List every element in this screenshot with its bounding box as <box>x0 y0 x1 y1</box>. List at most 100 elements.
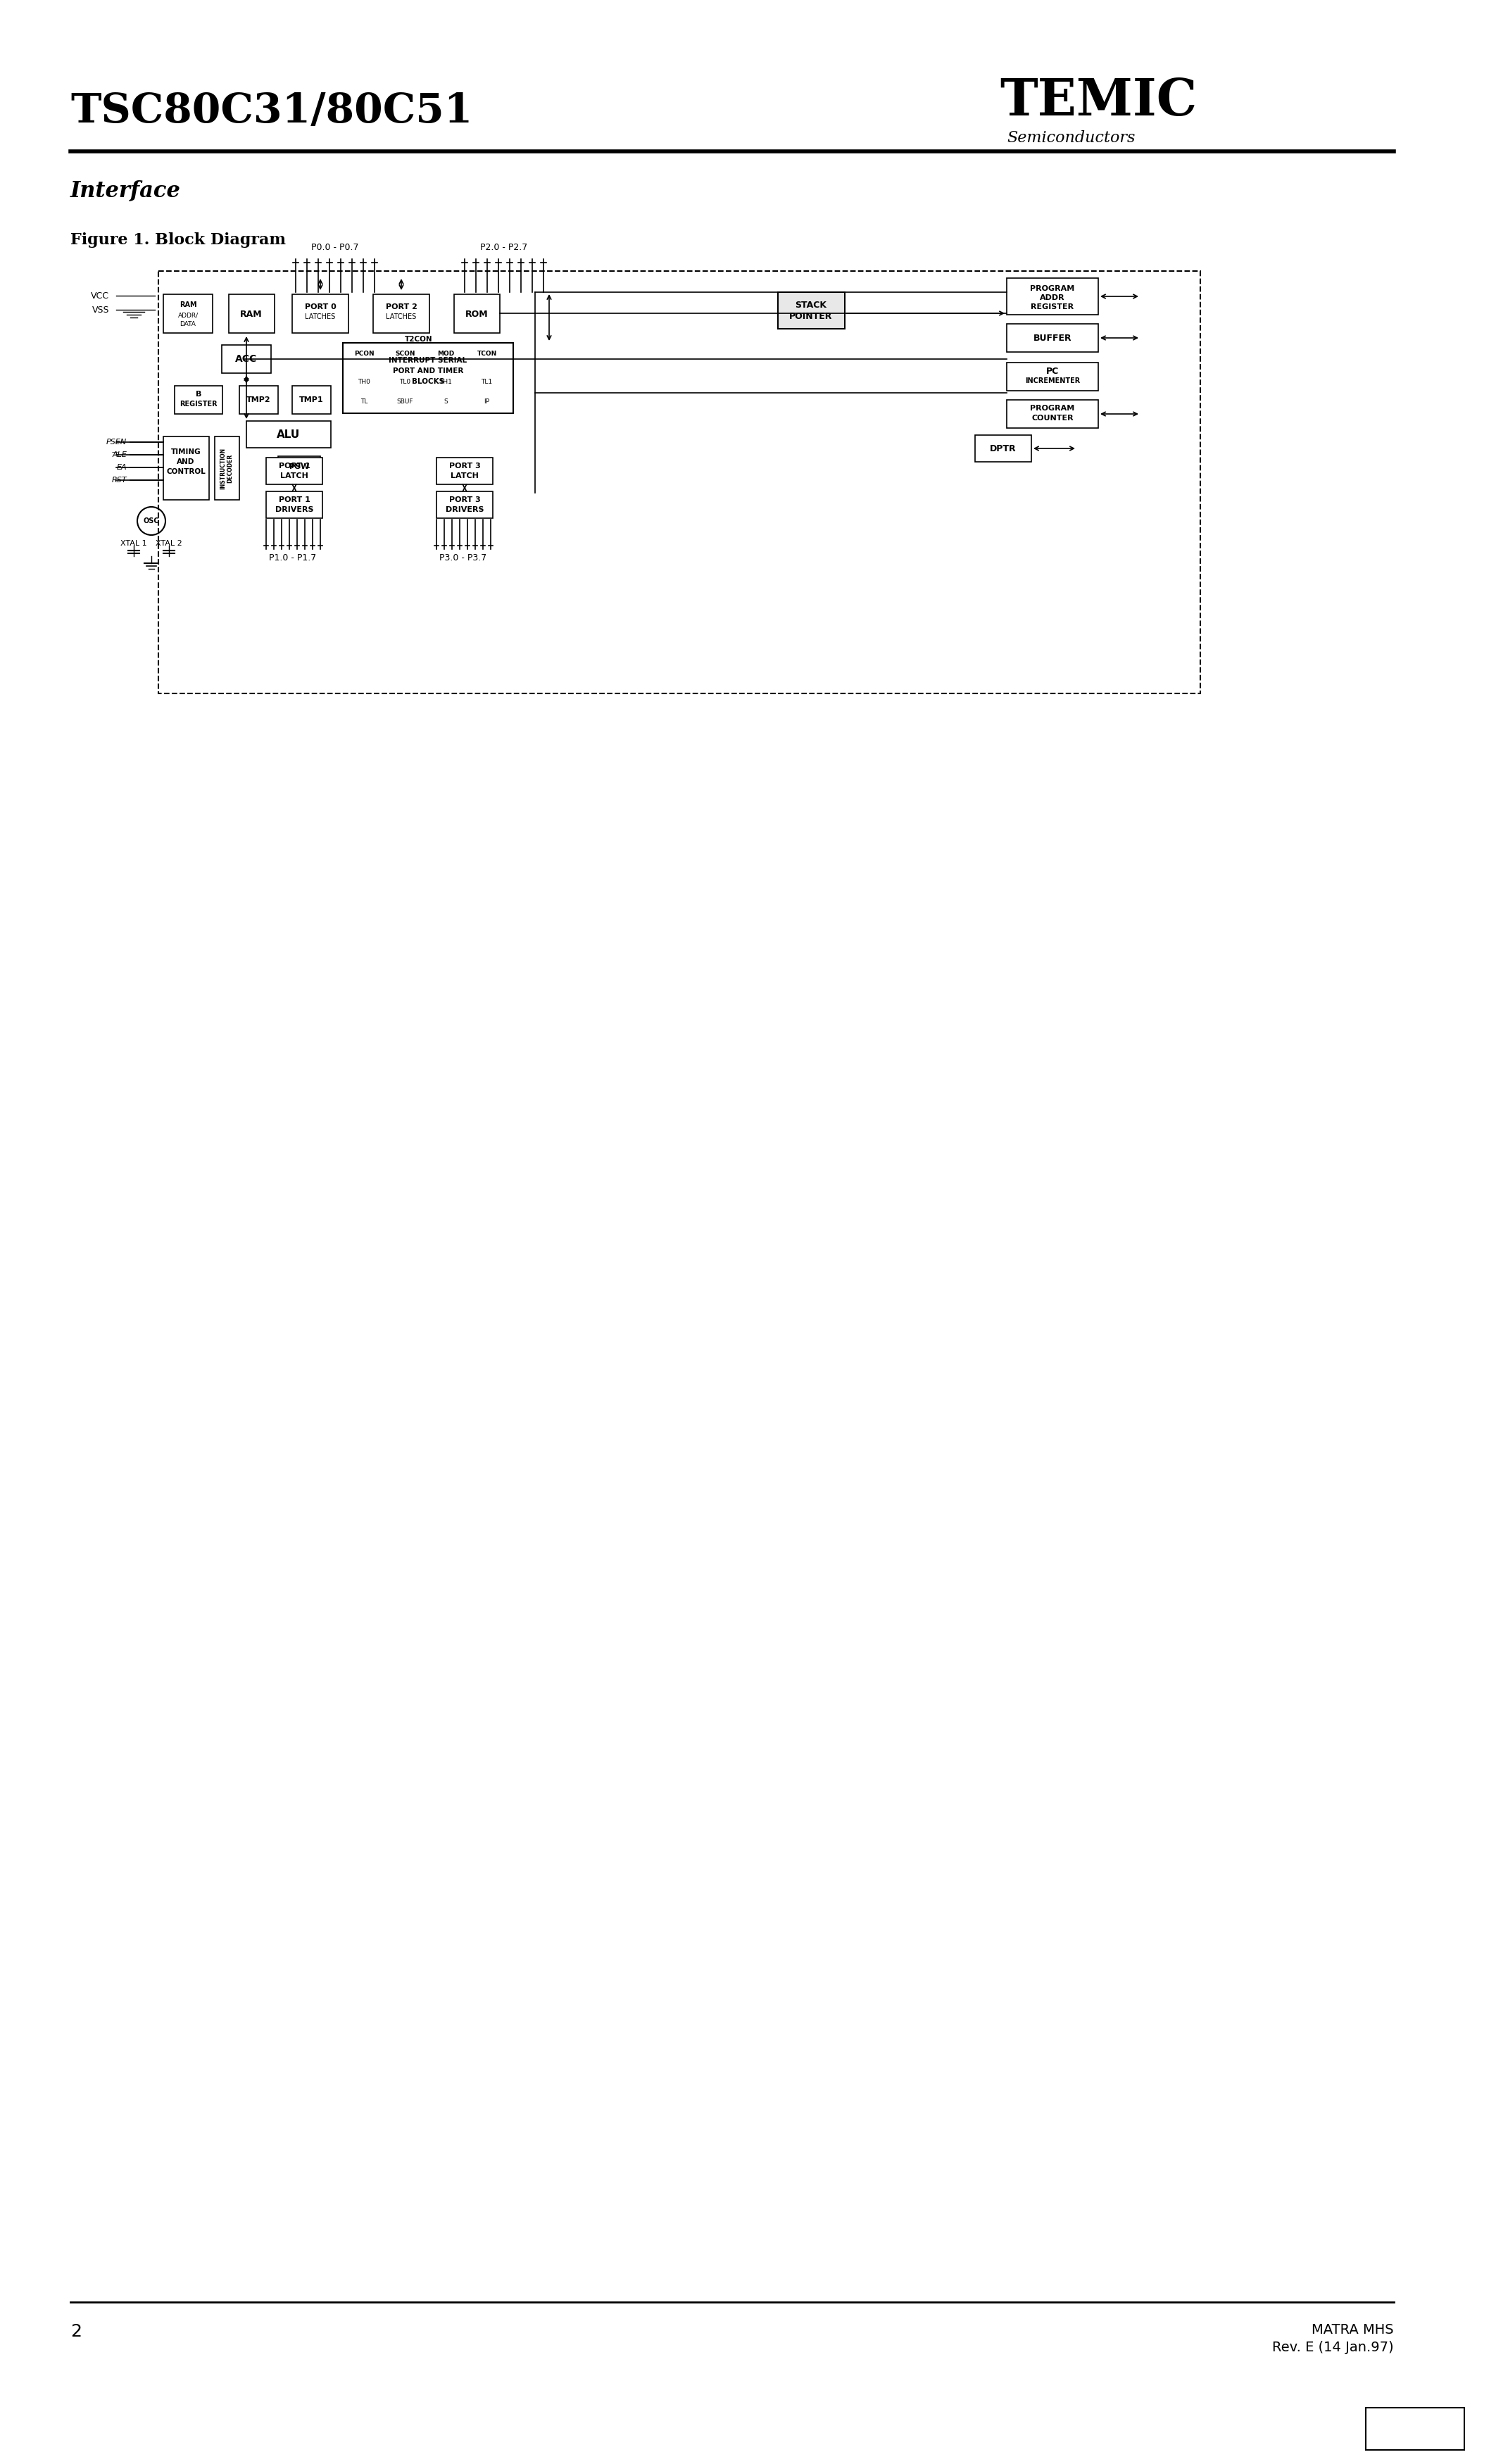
Text: PSEN: PSEN <box>106 439 127 446</box>
Bar <box>239 387 278 414</box>
Text: PROGRAM: PROGRAM <box>1031 404 1074 411</box>
Text: S: S <box>444 399 447 404</box>
Text: TCON: TCON <box>477 350 497 357</box>
Text: INTERRUPT SERIAL: INTERRUPT SERIAL <box>389 357 467 365</box>
Text: RST: RST <box>112 476 127 483</box>
Text: PSW: PSW <box>289 463 310 471</box>
Bar <box>292 293 349 333</box>
Text: TSC80C31/80C51: TSC80C31/80C51 <box>70 91 473 131</box>
Bar <box>292 387 331 414</box>
Text: SCON: SCON <box>395 350 416 357</box>
Text: P3.0 - P3.7: P3.0 - P3.7 <box>440 552 486 562</box>
Bar <box>163 293 212 333</box>
Bar <box>1007 278 1098 315</box>
Text: Figure 1. Block Diagram: Figure 1. Block Diagram <box>70 232 286 249</box>
Text: P0.0 - P0.7: P0.0 - P0.7 <box>311 244 359 251</box>
Text: DATA: DATA <box>180 320 196 328</box>
Text: TH1: TH1 <box>440 379 452 384</box>
Text: AND: AND <box>177 458 194 466</box>
Text: INCREMENTER: INCREMENTER <box>1025 377 1080 384</box>
Text: SBUF: SBUF <box>396 399 413 404</box>
Bar <box>229 293 275 333</box>
Text: VCC: VCC <box>91 291 109 301</box>
Bar <box>1366 2407 1465 2449</box>
Text: PORT AND TIMER: PORT AND TIMER <box>392 367 464 375</box>
Text: RAM: RAM <box>180 301 196 308</box>
Bar <box>343 342 513 414</box>
Text: P2.0 - P2.7: P2.0 - P2.7 <box>480 244 528 251</box>
Bar <box>455 293 500 333</box>
Text: IP: IP <box>485 399 489 404</box>
Text: TMP2: TMP2 <box>247 397 271 404</box>
Text: PORT 1: PORT 1 <box>278 495 310 503</box>
Text: ACC: ACC <box>235 355 257 365</box>
Bar <box>247 421 331 448</box>
Bar <box>346 345 383 370</box>
Text: ALE: ALE <box>112 451 127 458</box>
Text: Semiconductors: Semiconductors <box>1007 131 1135 145</box>
Text: DRIVERS: DRIVERS <box>446 505 483 513</box>
Text: LATCHES: LATCHES <box>386 313 416 320</box>
Text: POINTER: POINTER <box>790 310 833 320</box>
Text: CONTROL: CONTROL <box>166 468 205 476</box>
Bar <box>467 345 506 370</box>
Text: PORT 0: PORT 0 <box>305 303 337 310</box>
Text: ADDR: ADDR <box>1040 293 1065 301</box>
Bar <box>437 458 492 485</box>
Text: RAM: RAM <box>241 310 262 318</box>
Text: T2CON: T2CON <box>405 335 432 342</box>
Text: TL: TL <box>361 399 368 404</box>
Text: PORT 1: PORT 1 <box>278 463 310 471</box>
Bar <box>426 372 465 392</box>
Text: BUFFER: BUFFER <box>1034 333 1071 342</box>
Text: PC: PC <box>1046 367 1059 375</box>
Bar <box>386 345 425 370</box>
Bar <box>467 392 506 411</box>
Bar <box>1007 323 1098 352</box>
Text: VSS: VSS <box>91 306 109 315</box>
Text: ROM: ROM <box>465 310 488 318</box>
Bar <box>386 392 425 411</box>
Bar <box>1007 362 1098 392</box>
Bar <box>215 436 239 500</box>
Text: LATCH: LATCH <box>450 473 479 480</box>
Text: TL0: TL0 <box>399 379 411 384</box>
Bar <box>346 392 383 411</box>
Text: XTAL 1: XTAL 1 <box>121 540 147 547</box>
Text: TIMING: TIMING <box>171 448 200 456</box>
Bar <box>159 271 1200 692</box>
Text: OSC: OSC <box>144 517 159 525</box>
Text: 2: 2 <box>70 2324 82 2341</box>
Text: REGISTER: REGISTER <box>180 402 217 407</box>
Bar <box>346 372 383 392</box>
Bar <box>467 372 506 392</box>
Bar <box>975 436 1031 461</box>
Bar <box>175 387 223 414</box>
Text: BLOCKS: BLOCKS <box>411 377 444 384</box>
Bar <box>426 345 465 370</box>
Text: COUNTER: COUNTER <box>1032 414 1074 421</box>
Text: LATCH: LATCH <box>280 473 308 480</box>
Text: STACK: STACK <box>796 301 827 310</box>
Bar <box>266 490 323 517</box>
Text: EA: EA <box>117 463 127 471</box>
Bar <box>221 345 271 372</box>
Bar <box>778 293 845 328</box>
Bar <box>266 458 323 485</box>
Text: PCON: PCON <box>355 350 374 357</box>
Text: PORT 3: PORT 3 <box>449 495 480 503</box>
Text: ADDR/: ADDR/ <box>178 313 197 318</box>
Text: ALU: ALU <box>277 429 301 439</box>
Text: ___: ___ <box>111 448 118 453</box>
Text: DPTR: DPTR <box>990 444 1016 453</box>
Text: INSTRUCTION
DECODER: INSTRUCTION DECODER <box>220 448 233 488</box>
Text: TH0: TH0 <box>358 379 371 384</box>
Text: P1.0 - P1.7: P1.0 - P1.7 <box>269 552 317 562</box>
Text: MOD: MOD <box>437 350 455 357</box>
Text: REGISTER: REGISTER <box>1031 303 1074 310</box>
Bar <box>426 392 465 411</box>
Text: Rev. E (14 Jan.97): Rev. E (14 Jan.97) <box>1273 2341 1394 2353</box>
Text: TMP1: TMP1 <box>299 397 323 404</box>
Text: B: B <box>196 392 202 397</box>
Text: PORT 3: PORT 3 <box>449 463 480 471</box>
